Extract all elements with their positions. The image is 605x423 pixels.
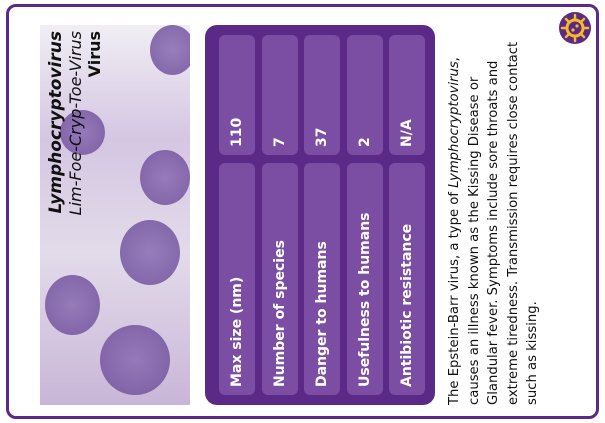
pronunciation: Lim-Foe-Cryp-Toe-Virus [66, 31, 85, 216]
description-italic: Lymphocryptovirus [447, 61, 462, 188]
stat-row: Max size (nm) 110 [219, 35, 255, 395]
category: Virus [85, 31, 104, 78]
stat-label: Max size (nm) [219, 163, 255, 395]
stat-value: 2 [346, 35, 383, 155]
stat-value: 37 [304, 35, 340, 155]
stat-value: N/A [389, 35, 425, 155]
description-text: The Epstein-Barr virus, a type of [447, 187, 462, 405]
stat-value: 110 [219, 35, 255, 155]
stat-value: 7 [261, 35, 298, 155]
description: The Epstein-Barr virus, a type of Lympho… [445, 35, 543, 405]
stat-row: Antibiotic resistance N/A [389, 35, 425, 395]
stat-row: Number of species 7 [261, 35, 298, 395]
virus-icon [559, 12, 591, 44]
cell [100, 325, 170, 395]
cell [45, 275, 100, 335]
stat-row: Usefulness to humans 2 [346, 35, 383, 395]
stats-table: Max size (nm) 110 Number of species 7 Danger… [205, 25, 435, 405]
cell [120, 220, 180, 285]
titles: Lymphocryptovirus Lim-Foe-Cryp-Toe-Virus… [46, 31, 104, 215]
cell [140, 150, 190, 205]
card-border [6, 4, 599, 419]
stat-label: Number of species [261, 163, 298, 395]
virus-image: Lymphocryptovirus Lim-Foe-Cryp-Toe-Virus… [40, 25, 190, 405]
stat-label: Danger to humans [304, 163, 340, 395]
stat-label: Antibiotic resistance [389, 163, 425, 395]
cell [150, 25, 190, 75]
stat-label: Usefulness to humans [346, 163, 383, 395]
card-name: Lymphocryptovirus [46, 31, 66, 214]
stat-row: Danger to humans 37 [304, 35, 340, 395]
